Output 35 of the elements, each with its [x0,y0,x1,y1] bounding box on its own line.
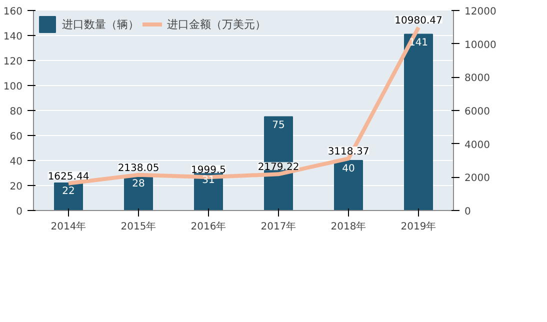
y2-tick-label: 2000 [464,173,490,184]
y2-tick-label: 0 [464,206,471,218]
x-tick-label: 2019年 [400,220,436,232]
legend-label: 进口金额（万美元） [167,16,266,32]
y-tick-label: 60 [10,132,23,142]
x-tick-label: 2017年 [260,220,296,232]
data-label: 22 [62,186,75,197]
bar [334,160,363,210]
y-tick-label: 20 [10,182,23,192]
data-label: 10980.47 [394,15,442,26]
legend-label: 进口数量（辆） [62,16,139,32]
y-tick-label: 160 [3,6,23,18]
data-label: 2179.22 [258,162,300,174]
x-tick-label: 2018年 [330,220,366,232]
y-tick-label: 40 [10,156,23,168]
y-tick-label: 100 [3,82,23,92]
data-label: 40 [342,164,355,174]
x-tick-label: 2014年 [50,220,86,232]
y2-tick-label: 8000 [464,73,490,84]
data-label: 28 [132,178,145,190]
y-tick-label: 120 [3,56,23,68]
y2-tick-label: 10000 [464,40,496,51]
data-label: 3118.37 [328,146,370,158]
data-label: 2138.05 [118,162,160,174]
y2-tick-label: 6000 [464,106,490,118]
bar [404,34,433,210]
y2-tick-label: 12000 [464,6,496,18]
y-tick-label: 140 [3,32,23,42]
x-tick-label: 2016年 [190,220,226,232]
y2-tick-label: 4000 [464,140,490,151]
data-label: 75 [272,120,285,131]
y-tick-label: 80 [10,106,23,118]
data-label: 1625.44 [48,171,90,182]
y-tick-label: 0 [16,206,23,218]
x-tick-label: 2015年 [120,220,156,232]
